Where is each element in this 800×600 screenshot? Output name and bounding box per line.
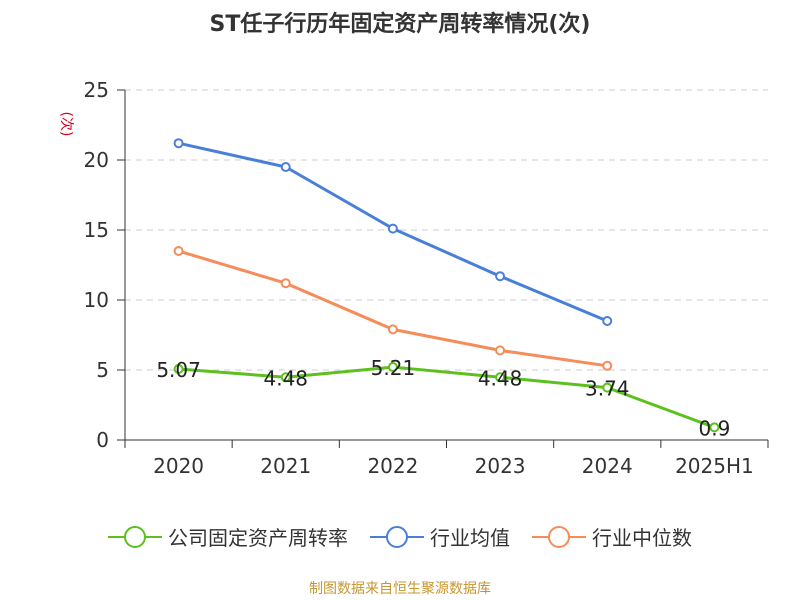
legend-label-industry-mean: 行业均值 [430,526,510,550]
x-tick-label: 2023 [475,454,526,478]
y-tick-label: 20 [84,148,109,172]
legend-label-company: 公司固定资产周转率 [168,526,348,550]
data-label: 3.74 [585,377,630,401]
x-tick-label: 2020 [153,454,204,478]
series-point-2 [387,324,398,335]
legend-item-company[interactable]: 公司固定资产周转率 [108,522,348,551]
series-point-0 [709,422,720,433]
legend-swatch-industry-mean [370,525,424,548]
y-axis-label: (次) [58,112,74,137]
series-point-0 [280,372,291,383]
series-point-0 [387,362,398,373]
series-point-2 [173,246,184,256]
series-line-0 [178,365,715,429]
x-tick-label: 2024 [582,454,633,478]
y-tick-label: 25 [84,78,109,102]
data-label: 0.9 [699,416,731,440]
x-tick-label: 2021 [260,454,311,478]
x-tick-label: 2025H1 [675,454,754,478]
legend: 公司固定资产周转率 行业均值 行业中位数 [0,522,800,551]
series-point-2 [280,278,291,289]
y-tick-label: 0 [96,428,109,452]
legend-swatch-company [108,525,162,548]
x-tick-label: 2022 [367,454,418,478]
series-point-0 [173,364,184,375]
series-point-0 [495,372,506,383]
legend-item-industry-median[interactable]: 行业中位数 [532,522,692,551]
chart-title: ST任子行历年固定资产周转率情况(次) [209,12,591,37]
series-point-2 [602,360,613,371]
series-point-1 [602,316,613,326]
series-point-1 [387,223,398,234]
y-tick-label: 5 [96,358,109,382]
data-label: 5.07 [156,358,201,382]
source-note: 制图数据来自恒生聚源数据库 [309,581,491,597]
series-line-2 [178,249,608,368]
data-label: 4.48 [263,366,308,390]
data-label: 5.21 [371,356,416,380]
series-point-0 [602,382,613,393]
y-tick-label: 15 [84,218,109,242]
data-label: 4.48 [478,366,523,390]
y-tick-label: 10 [84,288,109,312]
series-point-2 [495,345,506,356]
series-point-1 [280,162,291,172]
series-point-1 [495,271,506,282]
legend-item-industry-mean[interactable]: 行业均值 [370,522,510,551]
series-point-1 [173,138,184,149]
legend-label-industry-median: 行业中位数 [592,526,692,550]
legend-swatch-industry-median [532,525,586,548]
